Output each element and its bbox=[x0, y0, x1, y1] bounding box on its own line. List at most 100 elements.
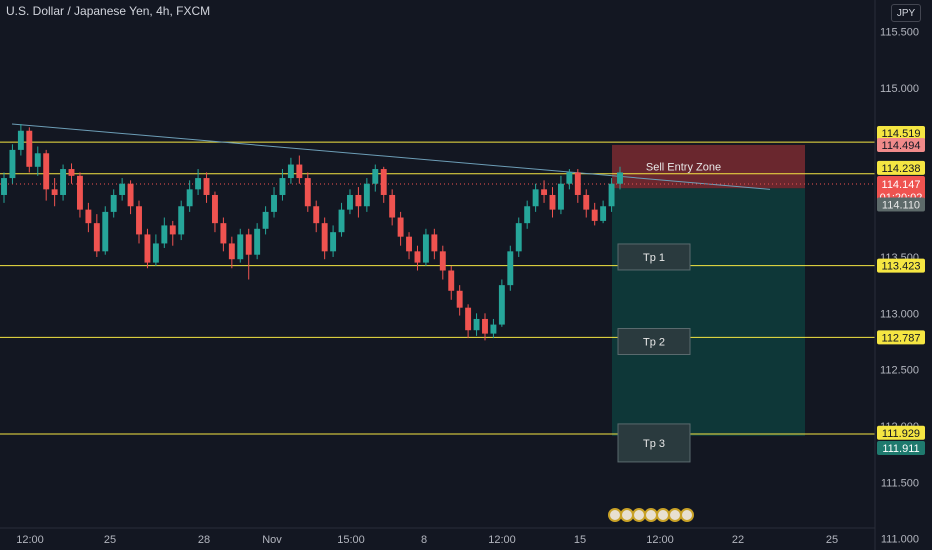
target-label: Tp 1 bbox=[643, 252, 665, 264]
sell-entry-zone bbox=[612, 144, 805, 189]
candle-body bbox=[144, 234, 151, 263]
x-tick-label: 8 bbox=[421, 534, 427, 546]
candle-body bbox=[136, 206, 142, 235]
candle-body bbox=[465, 307, 472, 331]
candle-body bbox=[507, 251, 514, 286]
candle-body bbox=[26, 130, 33, 167]
candle-body bbox=[9, 149, 16, 179]
candle-body bbox=[220, 223, 227, 244]
candle-body bbox=[51, 189, 58, 195]
trendline bbox=[11, 123, 771, 190]
candle-body bbox=[152, 243, 159, 263]
level-tag-bg bbox=[877, 425, 925, 440]
x-tick-label: 12:00 bbox=[488, 534, 516, 546]
candle-body bbox=[110, 194, 117, 212]
level-tag: 112.787 bbox=[882, 332, 921, 344]
level-tag-bg bbox=[877, 330, 925, 345]
candle-body bbox=[93, 223, 100, 252]
last-price-tag: 114.147 bbox=[882, 179, 921, 191]
candle-body bbox=[583, 194, 590, 210]
candle-body bbox=[161, 225, 168, 244]
sell-zone-top-tag: 114.494 bbox=[882, 140, 921, 152]
candle-body bbox=[321, 223, 328, 252]
candle-body bbox=[372, 169, 379, 184]
candle-body bbox=[422, 234, 429, 263]
sell-zone-bottom-tag: 114.110 bbox=[882, 200, 920, 212]
target-bottom-tag: 111.911 bbox=[882, 443, 919, 455]
candle-body bbox=[414, 251, 421, 263]
candle-body bbox=[541, 189, 548, 195]
candle-body bbox=[203, 178, 210, 195]
y-tick-label: 113.000 bbox=[880, 308, 919, 320]
candle-body bbox=[380, 169, 387, 195]
x-tick-label: 15 bbox=[574, 534, 586, 546]
target-label: Tp 3 bbox=[643, 438, 665, 450]
candle-body bbox=[304, 178, 311, 207]
y-tick-label: 112.500 bbox=[880, 365, 919, 377]
sell-zone-bottom-tag-bg bbox=[877, 197, 925, 212]
candle-body bbox=[169, 225, 176, 235]
candle-body bbox=[76, 175, 83, 210]
candle-body bbox=[574, 172, 581, 195]
level-tag-bg bbox=[877, 160, 925, 175]
symbol-title[interactable]: U.S. Dollar / Japanese Yen, 4h, FXCM bbox=[6, 4, 211, 18]
x-tick-label: 25 bbox=[826, 534, 838, 546]
candle-body bbox=[119, 183, 126, 195]
level-tag: 113.423 bbox=[882, 261, 921, 273]
candle-body bbox=[237, 234, 244, 260]
candle-body bbox=[490, 324, 497, 334]
candle-body bbox=[600, 206, 607, 221]
y-tick-label: 111.000 bbox=[881, 534, 919, 546]
candle-body bbox=[178, 206, 185, 235]
sell-entry-zone-label: Sell Entry Zone bbox=[646, 162, 721, 174]
candle-body bbox=[347, 194, 353, 210]
target-box bbox=[617, 423, 691, 463]
x-tick-label: 25 bbox=[104, 534, 116, 546]
candle-body bbox=[195, 178, 202, 190]
candle-body bbox=[254, 228, 261, 255]
candle-body bbox=[363, 183, 370, 207]
x-tick-label: 28 bbox=[198, 534, 210, 546]
y-tick-label: 115.500 bbox=[880, 27, 919, 39]
x-tick-label: 15:00 bbox=[337, 534, 365, 546]
level-tag: 114.238 bbox=[882, 163, 921, 175]
candle-body bbox=[271, 194, 277, 212]
x-tick-label: 22 bbox=[732, 534, 744, 546]
target-box bbox=[617, 327, 691, 355]
candle-body bbox=[34, 153, 41, 167]
x-tick-label: 12:00 bbox=[16, 534, 44, 546]
reactions-bar[interactable] bbox=[608, 508, 694, 526]
candle-body bbox=[524, 206, 531, 224]
candle-body bbox=[279, 178, 286, 195]
candle-body bbox=[1, 178, 7, 195]
candle-body bbox=[431, 234, 438, 252]
candle-body bbox=[482, 318, 488, 334]
candle-body bbox=[330, 232, 337, 252]
candle-body bbox=[262, 211, 269, 229]
currency-button[interactable]: JPY bbox=[891, 4, 921, 22]
level-tag: 111.929 bbox=[882, 428, 920, 440]
target-label: Tp 2 bbox=[643, 336, 665, 348]
candle-body bbox=[473, 318, 480, 331]
reaction-icon[interactable] bbox=[680, 508, 694, 522]
candle-body bbox=[186, 189, 193, 207]
y-tick-label: 115.000 bbox=[880, 83, 919, 95]
candle-body bbox=[557, 183, 564, 210]
candle-body bbox=[591, 209, 598, 221]
candle-body bbox=[448, 270, 455, 291]
candle-body bbox=[617, 172, 623, 184]
last-price-tag-bg bbox=[877, 176, 925, 205]
x-tick-label: Nov bbox=[262, 534, 282, 546]
candle-body bbox=[498, 285, 505, 325]
candle-body bbox=[228, 243, 235, 260]
candle-body bbox=[102, 211, 109, 252]
candle-body bbox=[313, 206, 320, 224]
target-zone bbox=[612, 188, 805, 437]
level-tag: 114.519 bbox=[882, 128, 921, 140]
candle-body bbox=[406, 236, 412, 252]
candle-body bbox=[549, 194, 556, 210]
candle-body bbox=[389, 194, 396, 218]
target-bottom-tag-bg bbox=[877, 441, 925, 456]
candle-body bbox=[60, 169, 67, 195]
